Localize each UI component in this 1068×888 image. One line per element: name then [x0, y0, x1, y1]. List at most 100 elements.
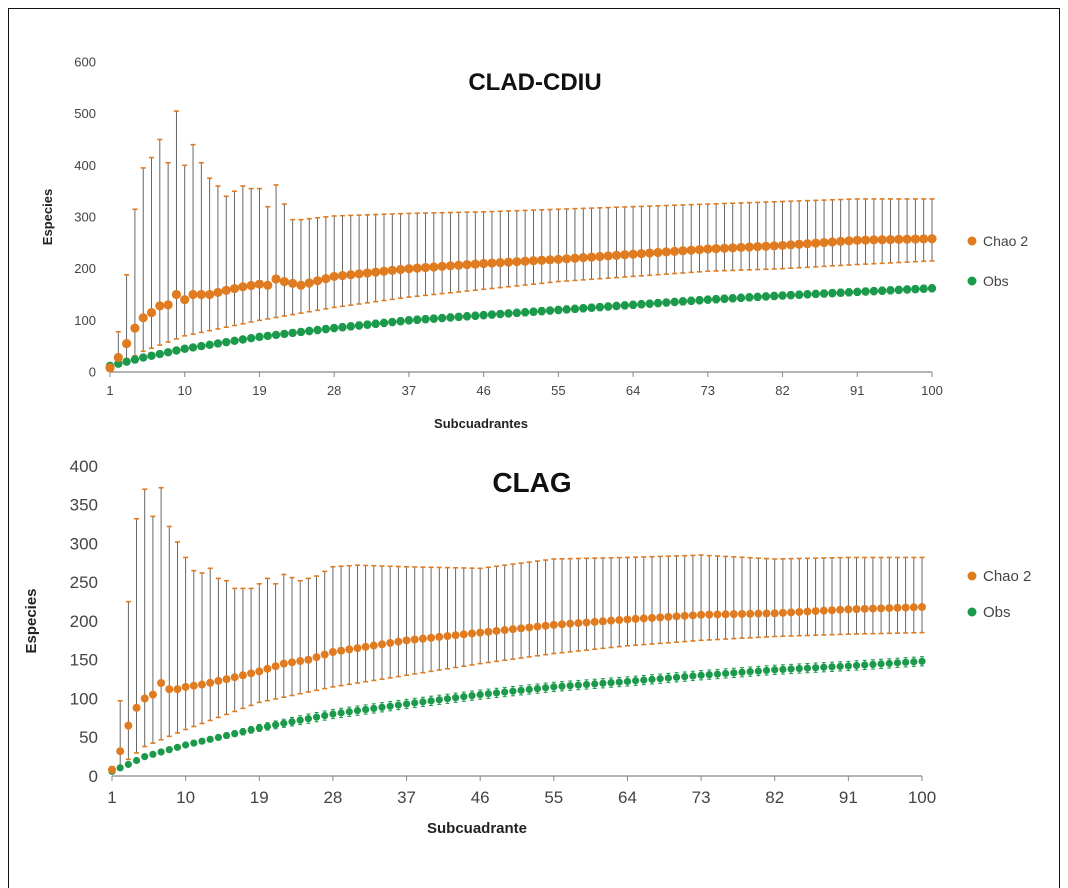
- chao2-point: [582, 618, 591, 627]
- chao2-point: [188, 289, 198, 300]
- x-tick-label: 91: [839, 788, 858, 807]
- obs-point: [460, 693, 468, 701]
- chao2-point: [860, 235, 871, 245]
- chao2-point: [615, 616, 624, 625]
- chao2-point: [586, 252, 597, 262]
- chao2-point: [247, 669, 256, 678]
- y-tick-label: 50: [79, 728, 98, 747]
- legend-marker-obs: [967, 276, 977, 286]
- obs-point: [345, 708, 353, 716]
- chao2-point: [402, 636, 411, 645]
- chao2-point: [553, 254, 563, 264]
- chao2-point: [263, 280, 273, 290]
- obs-point: [255, 332, 264, 342]
- obs-point: [246, 333, 256, 343]
- x-tick-label: 73: [701, 383, 715, 398]
- obs-point: [795, 664, 803, 673]
- obs-point: [852, 661, 861, 670]
- obs-point: [337, 709, 345, 717]
- chao2-point: [639, 614, 648, 623]
- chao2-point: [462, 260, 472, 270]
- obs-point: [239, 728, 247, 736]
- chao2-point: [222, 675, 231, 684]
- chao2-point: [672, 612, 681, 621]
- chao2-point: [558, 620, 566, 629]
- obs-point: [632, 677, 640, 685]
- obs-point: [280, 329, 289, 339]
- obs-point: [746, 668, 754, 676]
- chao2-point: [919, 234, 929, 244]
- obs-point: [587, 303, 596, 312]
- obs-point: [811, 289, 820, 299]
- obs-point: [844, 288, 854, 297]
- chao2-point: [844, 236, 854, 246]
- obs-point: [919, 284, 928, 293]
- obs-point: [509, 687, 517, 695]
- chao2-point: [312, 653, 321, 662]
- obs-point: [591, 680, 599, 688]
- obs-point: [705, 671, 713, 679]
- chao2-point: [410, 635, 419, 644]
- chart-title: CLAD-CDIU: [468, 69, 601, 96]
- obs-point: [520, 308, 530, 317]
- obs-point: [607, 679, 615, 687]
- obs-point: [379, 318, 389, 328]
- obs-point: [753, 292, 762, 302]
- obs-point: [779, 665, 787, 673]
- chao2-point: [263, 664, 272, 673]
- y-tick-label: 0: [89, 365, 96, 380]
- legend-label-obs: Obs: [983, 273, 1009, 289]
- obs-point: [476, 691, 484, 699]
- obs-point: [313, 325, 322, 335]
- x-tick-label: 64: [618, 788, 637, 807]
- obs-point: [877, 286, 887, 295]
- chao2-point: [138, 313, 148, 323]
- obs-point: [371, 319, 380, 328]
- obs-point: [296, 716, 304, 724]
- obs-point: [388, 317, 397, 327]
- chao2-point: [181, 682, 190, 691]
- chao2-point: [171, 289, 182, 300]
- chao2-point: [918, 603, 926, 612]
- chao2-point: [549, 620, 558, 629]
- chao2-point: [418, 634, 427, 643]
- x-tick-label: 46: [476, 383, 490, 398]
- chao2-point: [140, 694, 149, 703]
- chao2-point: [279, 276, 289, 287]
- y-tick-label: 200: [74, 261, 96, 276]
- obs-point: [312, 713, 321, 721]
- obs-point: [147, 351, 156, 360]
- chao2-point: [603, 251, 613, 261]
- obs-point: [566, 682, 574, 690]
- obs-point: [272, 721, 280, 729]
- chao2-point: [271, 662, 280, 671]
- chao2-point: [537, 255, 547, 265]
- obs-point: [762, 666, 771, 675]
- chao2-point: [254, 279, 265, 289]
- chao2-point: [362, 268, 372, 278]
- chao2-point: [361, 642, 370, 651]
- obs-point: [163, 348, 173, 357]
- legend-label-chao2: Chao 2: [983, 568, 1031, 585]
- chao2-point: [852, 605, 861, 614]
- chao2-point: [927, 234, 937, 244]
- chao2-point: [206, 678, 215, 687]
- chao2-point: [288, 658, 296, 667]
- obs-point: [378, 703, 386, 711]
- obs-point: [902, 285, 912, 294]
- chao2-point: [860, 604, 869, 613]
- obs-point: [338, 323, 347, 332]
- obs-point: [828, 288, 837, 298]
- obs-point: [574, 681, 582, 689]
- chao2-point: [503, 257, 514, 267]
- chao2-point: [517, 624, 526, 633]
- obs-point: [492, 689, 501, 697]
- x-tick-label: 37: [397, 788, 416, 807]
- obs-point: [363, 320, 372, 329]
- chao2-point: [721, 610, 730, 619]
- chao2-point: [213, 287, 223, 298]
- obs-point: [893, 659, 902, 667]
- chao2-point: [353, 644, 362, 653]
- chao2-point: [230, 673, 239, 682]
- chao2-point: [703, 244, 713, 254]
